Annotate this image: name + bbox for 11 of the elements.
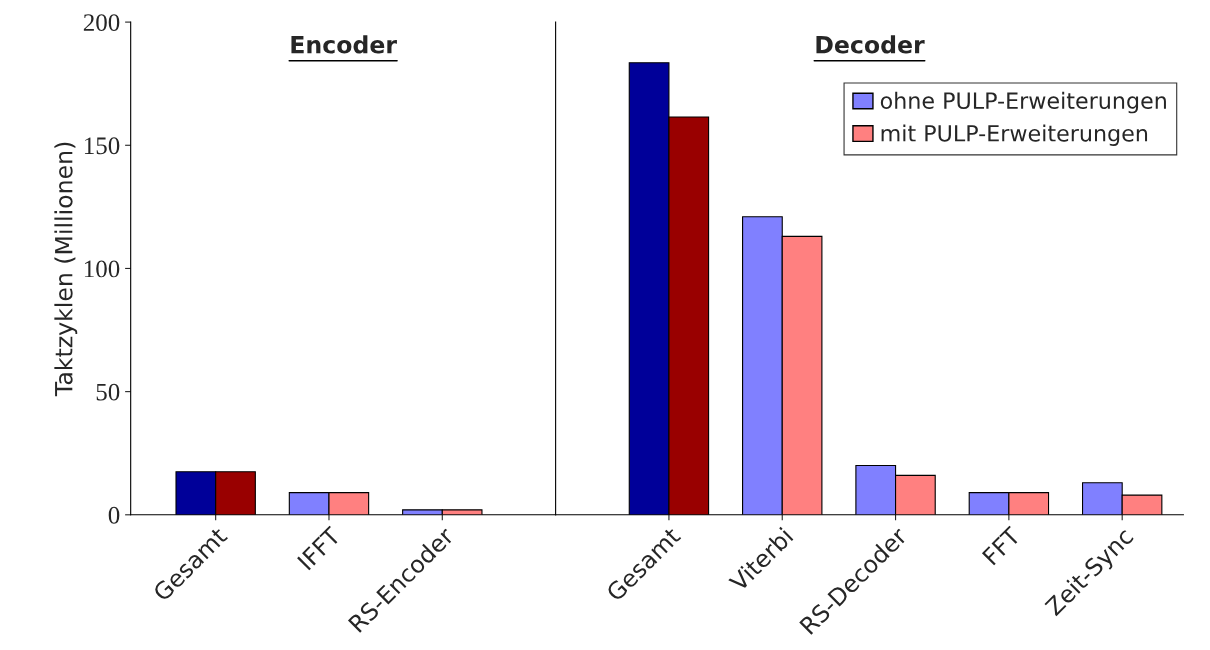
y-tick-label: 200 <box>83 14 120 32</box>
y-tick-label: 150 <box>84 137 120 155</box>
chart-title: Encoder <box>291 35 397 54</box>
x-tick-label: FFT <box>981 525 1022 566</box>
y-tick-label: 50 <box>96 383 120 401</box>
y-tick-label: 0 <box>108 506 120 524</box>
legend-label: mit PULP-Erweiterungen <box>881 124 1148 146</box>
y-axis-title: Taktzyklen (Millionen) <box>54 142 78 397</box>
legend-label: ohne PULP-Erweiterungen <box>880 91 1166 114</box>
chart-title: Decoder <box>816 35 925 54</box>
y-tick-label: 100 <box>84 260 120 278</box>
